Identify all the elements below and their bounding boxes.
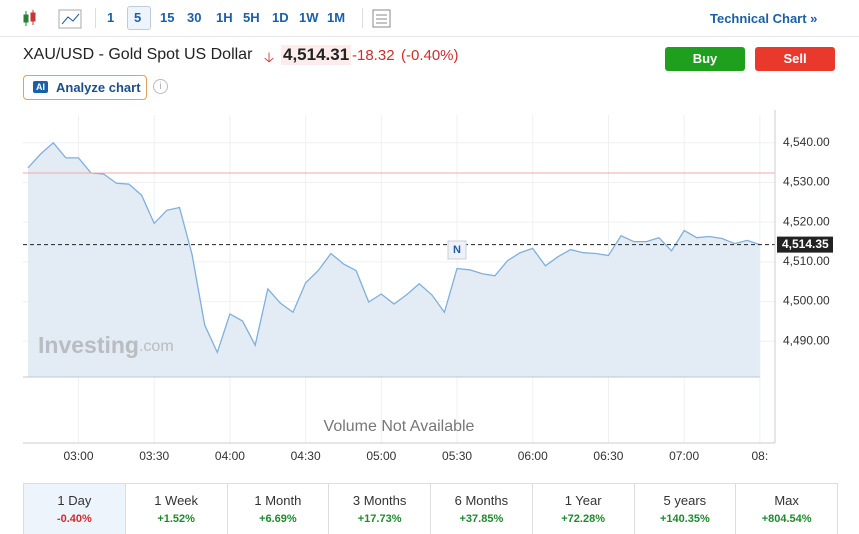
period-change: +37.85%	[459, 513, 504, 525]
sell-button[interactable]: Sell	[755, 47, 835, 71]
period[interactable]: 1 Year +72.28%	[531, 484, 634, 534]
period-name: 1 Day	[57, 493, 92, 508]
x-tick-label: 03:30	[139, 449, 169, 463]
interval[interactable]: 5	[134, 10, 142, 25]
x-tick-label: 04:30	[291, 449, 321, 463]
x-tick-label: 03:00	[64, 449, 94, 463]
period[interactable]: 6 Months +37.85%	[430, 484, 532, 534]
interval[interactable]: 1D	[272, 10, 289, 25]
toolbar: 1 5 15 30 1H 5H 1D 1W 1M Technical Chart »	[0, 0, 859, 37]
x-tick-label: 07:00	[669, 449, 699, 463]
down-arrow: 🡣	[264, 49, 275, 65]
area	[28, 142, 760, 377]
marker: N	[453, 244, 461, 256]
ai-badge: AI	[33, 81, 48, 93]
price: 4,514.31	[281, 45, 352, 65]
periods: 1 Day -0.40% 1 Week +1.52% 1 Month +6.69% 3 Mo…	[23, 483, 838, 534]
y-tick-label: 4,530.00	[783, 175, 830, 189]
period[interactable]: 3 Months +17.73%	[328, 484, 430, 534]
chart-icons	[23, 9, 82, 29]
x-tick-label: 08:	[752, 449, 769, 463]
interval[interactable]: 15	[160, 10, 175, 25]
y-tick-label: 4,540.00	[783, 135, 830, 149]
analyze-label: Analyze chart	[56, 80, 141, 95]
y-tick-label: 4,510.00	[783, 254, 830, 268]
period-name: 6 Months	[454, 493, 509, 508]
layout-icon[interactable]	[372, 9, 392, 29]
watermark-suffix: .com	[139, 338, 174, 355]
analyze-button[interactable]: AI Analyze chart	[23, 75, 147, 100]
period-name: 3 Months	[352, 493, 407, 508]
interval[interactable]: 30	[187, 10, 202, 25]
period-name: 1 Year	[564, 493, 602, 508]
y-tick-label: 4,490.00	[783, 333, 830, 347]
period-name: 1 Week	[154, 493, 199, 508]
period-name: 1 Month	[254, 493, 302, 508]
period-name: Max	[774, 493, 799, 508]
interval[interactable]: 1M	[327, 10, 346, 25]
x-tick-label: 05:00	[366, 449, 396, 463]
y-tick-label: 4,500.00	[783, 294, 830, 308]
interval[interactable]: 1	[107, 10, 115, 25]
x-tick-label: 04:00	[215, 449, 245, 463]
buy-button[interactable]: Buy	[665, 47, 745, 71]
watermark-brand: Investing	[38, 332, 139, 358]
current-label: 4,514.35	[782, 237, 829, 251]
interval[interactable]: 1W	[299, 10, 319, 25]
period-name: 5 years	[663, 493, 707, 508]
current-box	[777, 236, 833, 253]
period[interactable]: 5 years +140.35%	[633, 484, 736, 534]
period[interactable]: Max +804.54%	[735, 484, 837, 534]
period-change: +17.73%	[357, 513, 402, 525]
change: -18.32	[352, 47, 395, 64]
interval[interactable]: 1H	[216, 10, 233, 25]
period[interactable]: 1 Month +6.69%	[226, 484, 329, 534]
symbol: XAU/USD - Gold Spot US Dollar	[23, 46, 253, 63]
y-tick-label: 4,520.00	[783, 214, 830, 228]
period-change: +1.52%	[157, 513, 195, 525]
interval[interactable]: 5H	[243, 10, 260, 25]
x-tick-label: 05:30	[442, 449, 472, 463]
volume-note: Volume Not Available	[324, 418, 475, 435]
watermark: Investing.com	[38, 332, 174, 358]
x-tick-label: 06:00	[518, 449, 548, 463]
period[interactable]: 1 Week +1.52%	[124, 484, 227, 534]
marker-box	[447, 240, 467, 260]
period-change: +72.28%	[561, 513, 605, 525]
info-icon[interactable]: i	[153, 79, 168, 94]
period-change: -0.40%	[56, 513, 92, 525]
x-tick-label: 06:30	[593, 449, 623, 463]
chart: 03:00 03:30 04:00 04:30 05:00 05:30 06:00 06:30…	[23, 110, 833, 463]
change-pct: (-0.40%)	[401, 47, 459, 64]
period-change: +6.69%	[259, 513, 297, 525]
period-change: +804.54%	[761, 513, 812, 525]
period-change: +140.35%	[659, 513, 710, 525]
period[interactable]: 1 Day -0.40%	[24, 484, 125, 534]
technical-link[interactable]: Technical Chart »	[710, 11, 818, 26]
price-line	[27, 141, 761, 355]
